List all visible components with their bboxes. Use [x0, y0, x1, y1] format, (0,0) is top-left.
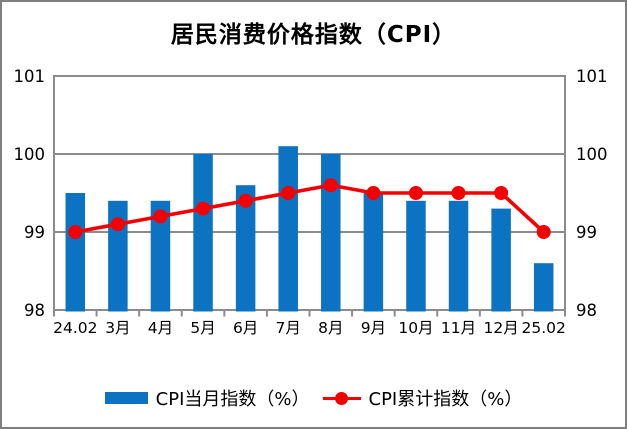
line-marker-24.02: [68, 225, 83, 239]
y-axis-right-label: 98: [576, 301, 597, 320]
x-axis-label: 12月: [484, 319, 519, 337]
bar-6月: [235, 185, 256, 312]
x-axis-label: 8月: [318, 319, 343, 337]
line-swatch-marker-icon: [335, 391, 348, 405]
x-axis-label: 9月: [361, 319, 386, 337]
bar-4月: [150, 200, 171, 312]
line-marker-5月: [196, 201, 211, 216]
line-marker-12月: [494, 186, 509, 200]
plot-border: [53, 75, 566, 311]
chart-title: 居民消费价格指数（CPI）: [170, 22, 457, 48]
bar-24.02: [65, 193, 86, 312]
line-series-label: CPI累计指数（%）: [368, 389, 523, 410]
x-axis-label: 25.02: [522, 319, 566, 337]
cumulative-line: [74, 183, 545, 234]
y-axis-right-label: 99: [576, 223, 597, 242]
bar-12月: [491, 208, 511, 312]
line-marker-4月: [153, 209, 168, 224]
line-marker-8月: [323, 178, 338, 193]
line-marker-25.02: [536, 225, 551, 239]
bar-5月: [193, 154, 213, 312]
legend-item-monthly-index: CPI当月指数（%）: [104, 385, 310, 411]
bar-series-swatch: [104, 392, 148, 404]
x-axis-label: 5月: [190, 319, 215, 337]
y-axis-right-label: 100: [576, 145, 608, 164]
x-axis-label: 6月: [233, 319, 258, 337]
y-axis-left-label: 101: [14, 67, 46, 86]
legend: CPI当月指数（%） CPI累计指数（%）: [2, 380, 625, 416]
bar-11月: [448, 200, 469, 312]
x-axis-label: 10月: [398, 319, 433, 337]
bar-8月: [321, 154, 341, 312]
y-axis-right-label: 101: [576, 67, 608, 86]
bar-10月: [406, 200, 426, 312]
x-axis-label: 3月: [105, 319, 130, 337]
y-axis-left-label: 99: [24, 223, 45, 242]
x-axis-label: 7月: [276, 319, 301, 337]
y-axis-left-label: 98: [24, 301, 45, 320]
line-marker-9月: [366, 186, 381, 200]
x-axis-label: 4月: [148, 319, 173, 337]
line-marker-3月: [110, 217, 125, 232]
line-marker-7月: [281, 186, 296, 200]
bar-25.02: [533, 263, 554, 312]
line-series-swatch: [322, 391, 361, 405]
bar-9月: [363, 193, 384, 312]
line-marker-11月: [451, 186, 466, 200]
y-axis-left-label: 100: [14, 145, 46, 164]
line-marker-10月: [408, 186, 423, 200]
line-marker-6月: [238, 193, 253, 208]
bar-7月: [278, 146, 298, 312]
bar-series-label: CPI当月指数（%）: [155, 389, 310, 410]
legend-item-cumulative-index: CPI累计指数（%）: [322, 385, 523, 411]
x-axis-label: 11月: [441, 319, 476, 337]
x-axis-label: 24.02: [53, 319, 97, 337]
